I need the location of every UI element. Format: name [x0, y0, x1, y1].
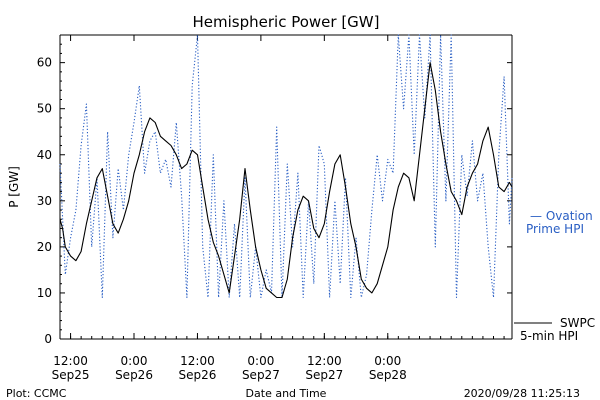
- legend-ovation-line2: Prime HPI: [526, 222, 584, 236]
- footer-plot-credit: Plot: CCMC: [6, 387, 67, 400]
- x-tick-label-date: Sep27: [305, 368, 343, 382]
- x-tick-label-date: Sep27: [242, 368, 280, 382]
- y-tick-label: 40: [37, 148, 52, 162]
- x-tick-label-time: 0:00: [247, 354, 274, 368]
- x-tick-label-date: Sep28: [369, 368, 407, 382]
- x-tick-label-time: 12:00: [53, 354, 88, 368]
- x-tick-label-time: 0:00: [121, 354, 148, 368]
- y-axis-ticks: 0 10 20 30 40 50 60: [37, 34, 512, 346]
- legend-swpc-line1: SWPC: [560, 316, 595, 330]
- x-tick-label-date: Sep25: [52, 368, 90, 382]
- y-tick-label: 10: [37, 286, 52, 300]
- chart-title: Hemispheric Power [GW]: [193, 13, 380, 31]
- y-tick-label: 50: [37, 102, 52, 116]
- x-tick-label-time: 12:00: [307, 354, 342, 368]
- legend: — Ovation Prime HPI SWPC 5-min HPI: [514, 209, 595, 343]
- y-tick-label: 60: [37, 56, 52, 70]
- x-tick-label-date: Sep26: [179, 368, 217, 382]
- series-ovation-prime-line: [59, 34, 513, 299]
- y-tick-label: 0: [44, 332, 52, 346]
- y-tick-label: 20: [37, 240, 52, 254]
- x-tick-label-time: 0:00: [374, 354, 401, 368]
- series-layer: [59, 34, 513, 299]
- footer-timestamp: 2020/09/28 11:25:13: [464, 387, 580, 400]
- series-swpc-line: [59, 62, 513, 299]
- x-axis-label: Date and Time: [246, 387, 327, 400]
- x-tick-label-time: 12:00: [180, 354, 215, 368]
- x-tick-label-date: Sep26: [115, 368, 153, 382]
- legend-ovation-line1: — Ovation: [530, 209, 593, 223]
- y-axis-label: P [GW]: [7, 166, 21, 208]
- y-tick-label: 30: [37, 194, 52, 208]
- legend-swpc-line2: 5-min HPI: [520, 329, 578, 343]
- x-axis-ticks: 12:00Sep250:00Sep2612:00Sep260:00Sep2712…: [52, 35, 505, 382]
